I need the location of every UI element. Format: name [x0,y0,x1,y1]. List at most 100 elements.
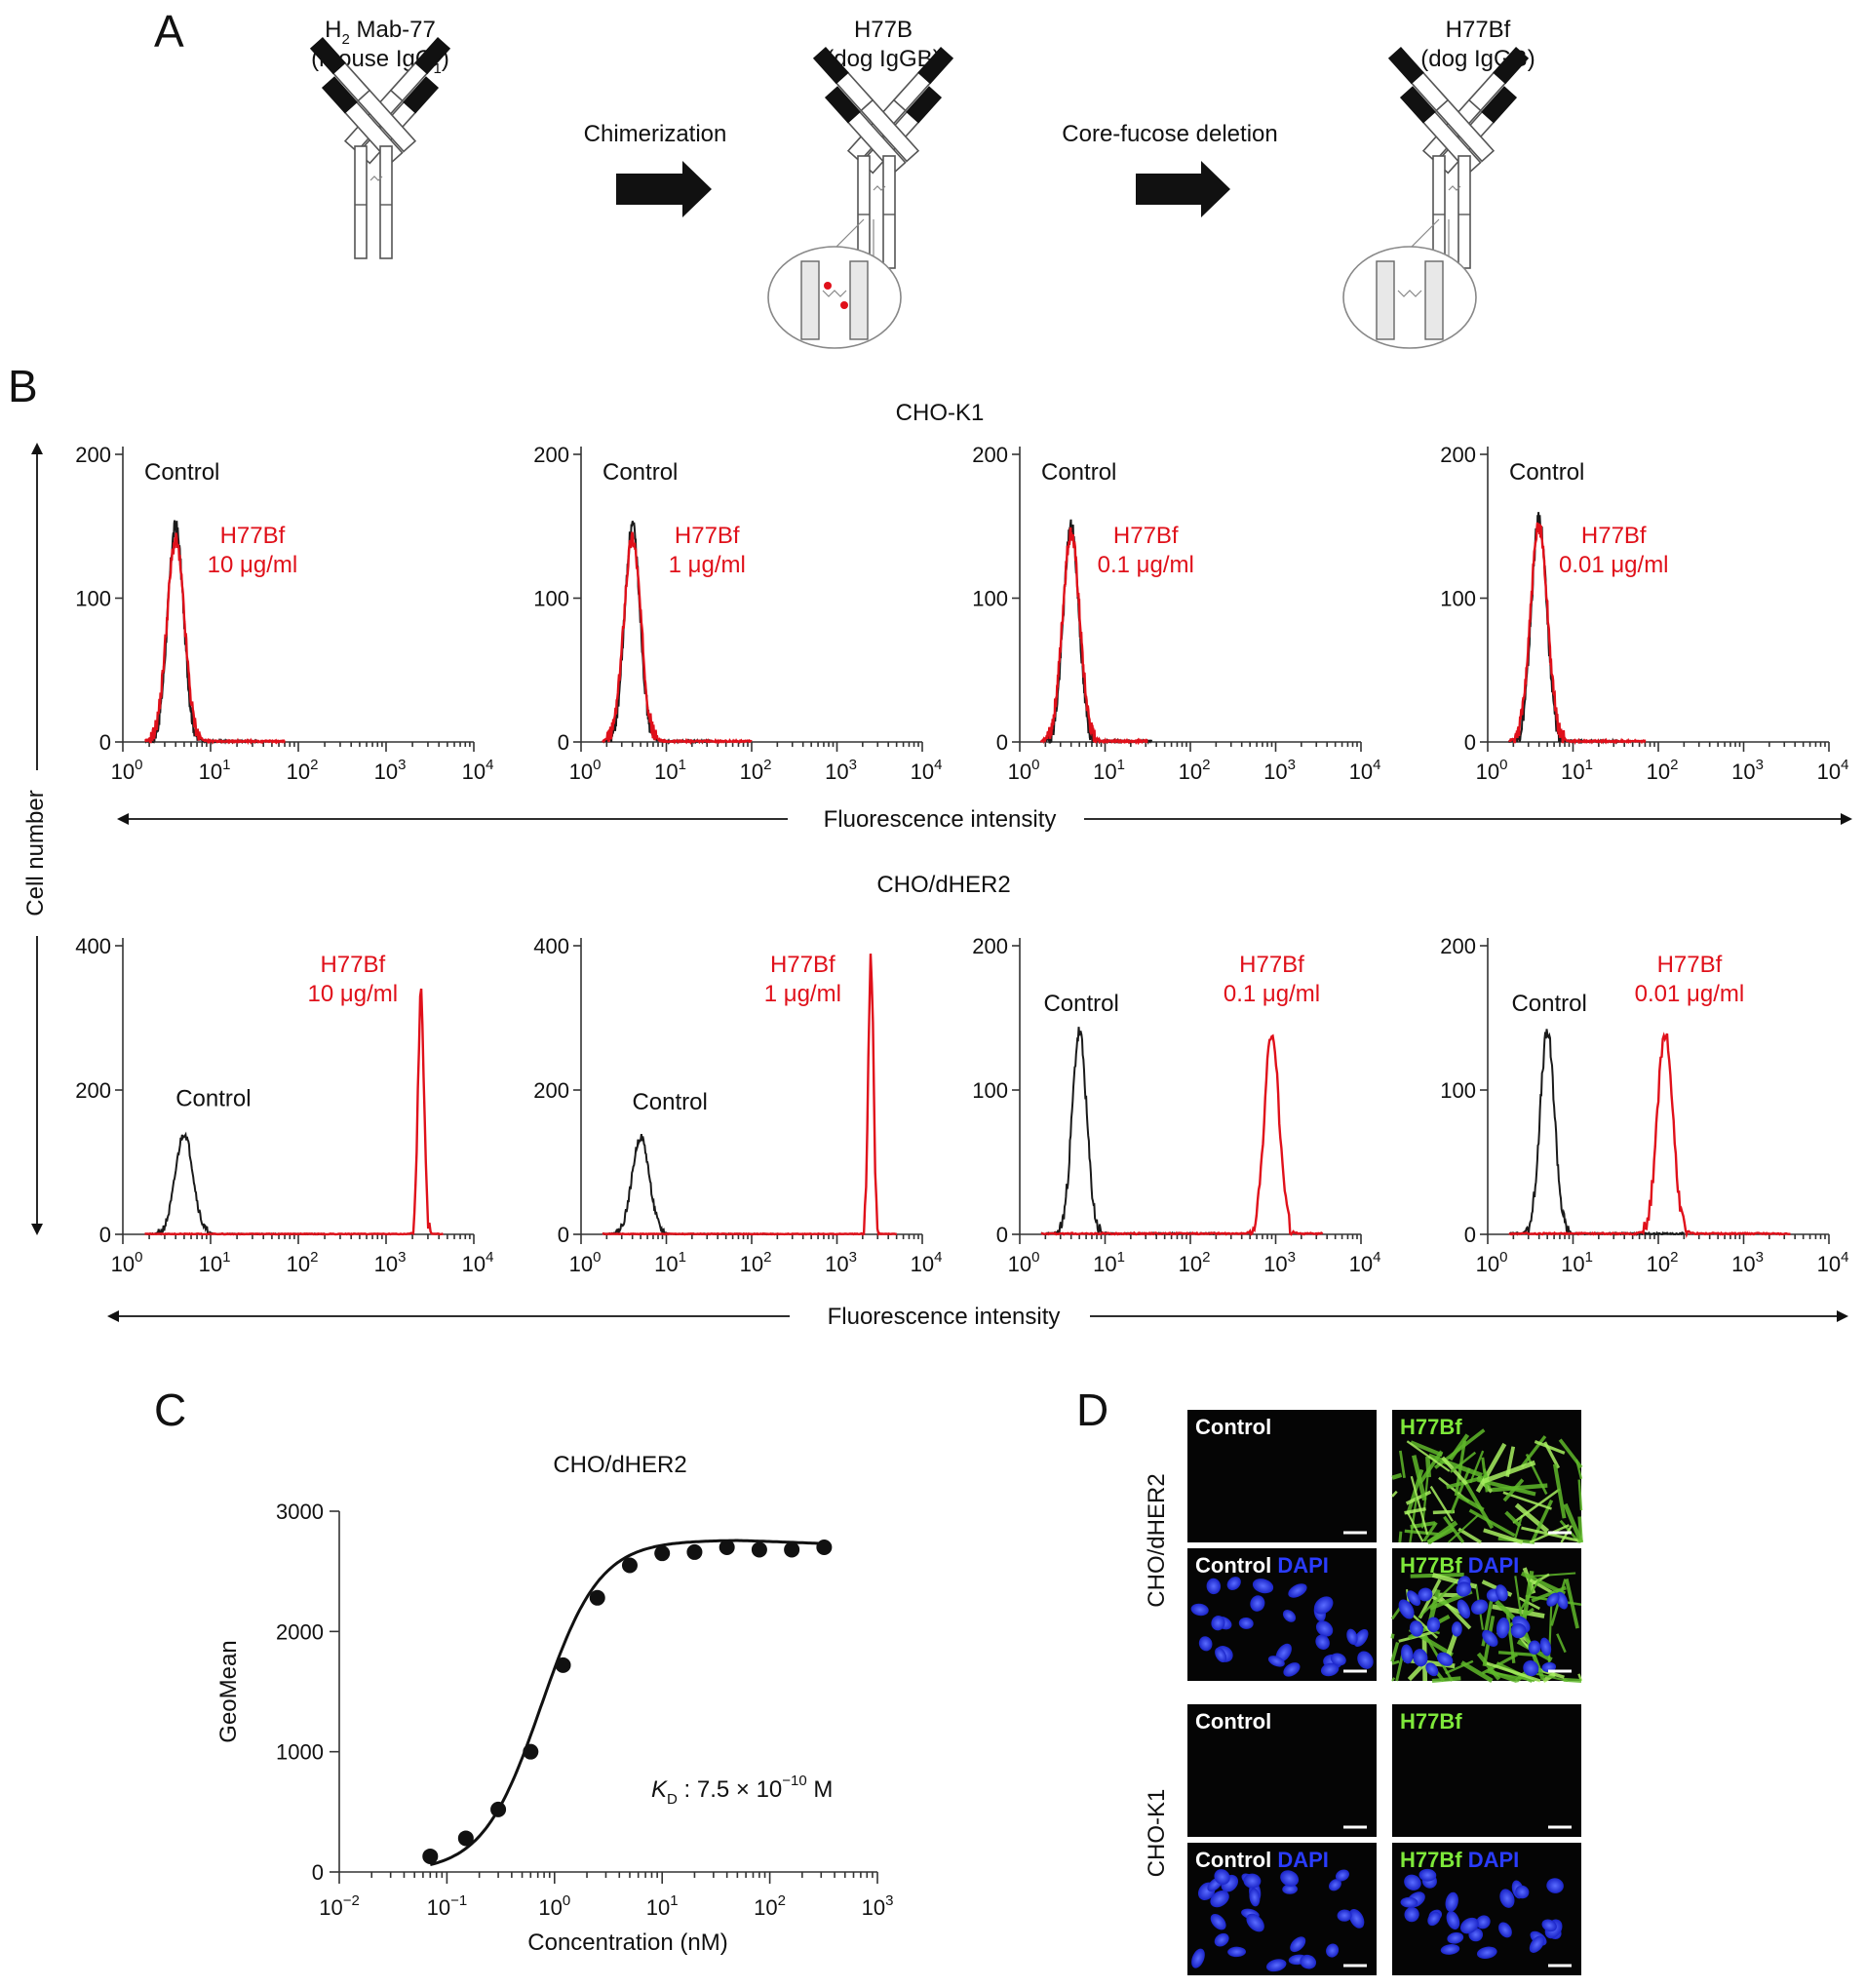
data-point [621,1557,638,1574]
dapi-nucleus [1348,1909,1365,1929]
zoom-ellipse [1342,246,1477,349]
hist-y-tick-label: 100 [972,587,1008,611]
x-tick-label: 100 [538,1892,570,1920]
membrane-signal [1390,1633,1395,1639]
chart-title: CHO/dHER2 [553,1452,686,1478]
glycan-mark [1448,185,1461,191]
dapi-nucleus [1215,1647,1227,1663]
dapi-nucleus [1404,1874,1421,1891]
y-tick-label: 1000 [276,1740,324,1765]
control-histogram [144,1131,326,1236]
membrane-signal [1410,1440,1444,1458]
dapi-nucleus [1210,1890,1229,1908]
micrograph-label: H77Bf DAPI [1400,1553,1519,1578]
antibody-mouse-igg1-drawing [309,36,451,259]
membrane-signal [1391,1677,1396,1682]
hist-x-tick-label: 100 [569,757,602,784]
control-label: Control [1511,991,1586,1017]
fucose-dot-1 [824,282,832,290]
membrane-signal [1531,1585,1567,1603]
micrograph-tile-2: H77Bf [1391,1410,1584,1544]
dapi-nucleus [1320,1662,1340,1677]
h77bf-concentration-label: 0.1 μg/ml [1224,981,1320,1007]
membrane-signal [1490,1670,1535,1683]
glycan-mark [369,175,383,181]
zoom-chain-right [1424,260,1444,340]
dapi-nucleus [1280,1870,1300,1887]
membrane-signal [1518,1596,1540,1611]
membrane-signal [1577,1479,1583,1511]
fab-left-light-variable [403,76,440,114]
membrane-signal [1450,1451,1477,1473]
dapi-nucleus [1546,1878,1564,1893]
fab-left-variable [1493,46,1530,85]
dapi-nucleus [1457,1599,1471,1619]
hist-x-tick-label: 101 [199,757,231,784]
fab-right-light-variable [1399,86,1436,124]
fab-right-variable [1387,46,1424,85]
zoom-chain-right [849,260,869,340]
hist-x-tick-label: 104 [462,757,494,784]
hist-y-tick-label: 0 [1464,1223,1476,1247]
hist-x-tick-label: 103 [374,1249,407,1276]
dapi-nucleus [1541,1919,1557,1932]
dapi-nucleus [1546,1592,1560,1607]
dapi-nucleus [1214,1869,1230,1886]
dapi-nucleus [1436,1652,1454,1666]
hist-x-tick-label: 103 [374,757,407,784]
hist-x-tick-label: 102 [740,1249,772,1276]
fc-right-chain [882,155,896,269]
hist-x-tick-label: 103 [1263,1249,1296,1276]
data-point [719,1540,735,1555]
y-tick-label: 0 [312,1860,324,1885]
hist-x-tick-label: 101 [1561,1249,1593,1276]
fab-left-variable [414,36,451,75]
hist-x-tick-label: 101 [1093,757,1125,784]
membrane-signal [1475,1442,1507,1494]
micrograph-background [1392,1704,1581,1837]
dapi-nucleus [1539,1637,1552,1657]
h77bf-histogram [1508,1032,1791,1239]
membrane-signal [1446,1473,1490,1490]
membrane-signal [1404,1529,1439,1537]
control-histogram [1040,1027,1217,1236]
hist-y-tick-label: 0 [558,730,569,755]
membrane-signal [1405,1490,1432,1505]
membrane-signal [1391,1472,1403,1480]
h77bf-concentration-label: 0.01 μg/ml [1559,552,1669,578]
glycan-mark [873,185,886,191]
hist-y-tick-label: 200 [75,1078,111,1103]
control-histogram [602,1133,778,1236]
fab-left-light-variable [906,86,943,124]
h77bf-label: H77Bf [320,952,385,978]
control-label: Control [175,1085,251,1111]
membrane-signal [1450,1467,1471,1514]
dapi-nucleus [1335,1869,1349,1882]
h77bf-histogram [602,954,897,1236]
control-label: Control [1509,459,1584,486]
dapi-nucleus [1426,1617,1441,1633]
membrane-signal [1518,1577,1541,1614]
membrane-signal [1390,1642,1400,1662]
membrane-signal [1412,1455,1427,1501]
data-point [751,1541,767,1558]
zoom-ellipse [767,246,902,349]
dapi-nucleus [1211,1616,1225,1631]
membrane-signal [1410,1475,1429,1536]
x-tick-label: 101 [646,1892,679,1920]
fab-right-arm [1387,46,1496,175]
membrane-signal [1521,1526,1582,1543]
row1-title: CHO-K1 [896,400,985,426]
fab-right-variable [309,36,346,75]
fluorescence-label-row2: Fluorescence intensity [828,1304,1061,1330]
dapi-nucleus [1288,1583,1307,1598]
hist-x-tick-label: 104 [1349,757,1381,784]
hist-y-tick-label: 200 [972,443,1008,467]
dapi-nucleus [1398,1599,1415,1619]
dapi-nucleus [1337,1909,1352,1922]
membrane-signal [1406,1510,1424,1542]
